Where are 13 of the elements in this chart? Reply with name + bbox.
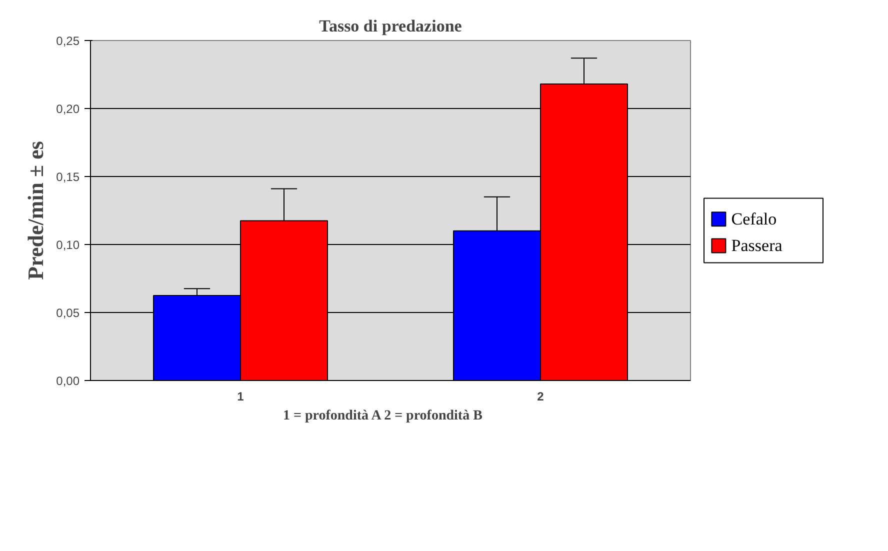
- chart-title: Tasso di predazione: [319, 16, 462, 36]
- legend-label: Passera: [731, 236, 783, 256]
- x-tick-label: 1: [237, 390, 244, 404]
- y-axis-title: Prede/min ± es: [23, 140, 48, 280]
- x-tick-label: 2: [537, 390, 544, 404]
- y-tick-label: 0,00: [56, 374, 80, 388]
- y-tick-label: 0,25: [56, 34, 80, 48]
- y-tick-label: 0,20: [56, 102, 80, 116]
- x-axis-title: 1 = profondità A 2 = profondità B: [283, 408, 482, 424]
- y-tick-label: 0,10: [56, 238, 80, 252]
- legend-label: Cefalo: [731, 210, 777, 229]
- y-tick-label: 0,05: [56, 306, 80, 320]
- y-tick-label: 0,15: [56, 170, 80, 184]
